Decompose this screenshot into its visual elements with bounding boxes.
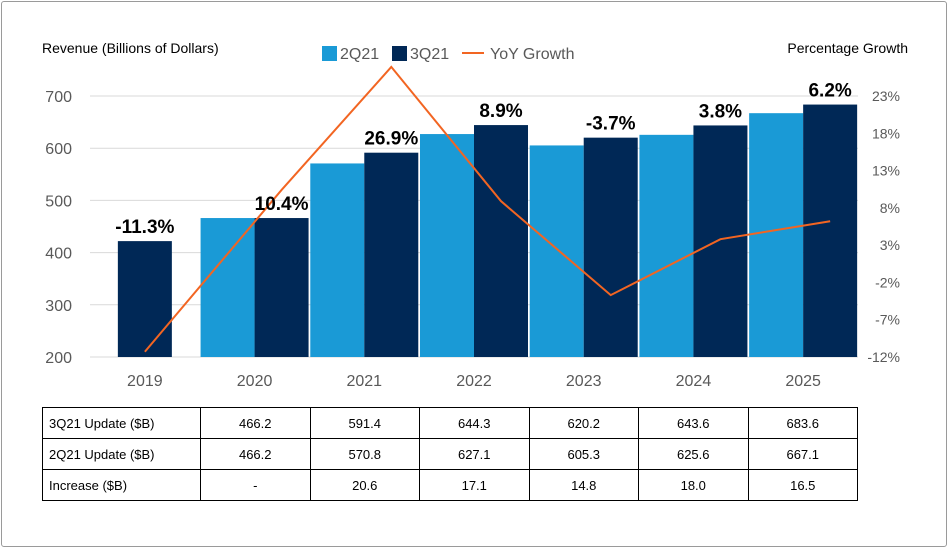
right-tick-label: -2% xyxy=(875,274,900,290)
bar-2q21-2023 xyxy=(529,145,584,357)
growth-data-label: -11.3% xyxy=(115,217,174,238)
growth-data-label: 8.9% xyxy=(479,101,522,122)
table-cell: 466.2 xyxy=(200,438,311,470)
table-cell: 18.0 xyxy=(638,469,749,501)
table-cell: 605.3 xyxy=(528,438,639,470)
table-cell: 570.8 xyxy=(309,438,420,470)
growth-data-label: 6.2% xyxy=(808,81,851,102)
bar-2q21-2024 xyxy=(639,134,694,357)
legend-swatch-2q21 xyxy=(322,46,337,61)
table-row-label: 3Q21 Update ($B) xyxy=(42,407,201,439)
bars xyxy=(117,104,858,358)
left-tick-label: 400 xyxy=(45,246,72,263)
growth-line-group xyxy=(144,65,831,353)
table-row: 3Q21 Update ($B) 466.2 591.4 644.3 620.2 643.… xyxy=(42,407,858,439)
bar-3q21-2020 xyxy=(254,218,309,357)
table-row: 2Q21 Update ($B) 466.2 570.8 627.1 605.3 625.… xyxy=(42,438,858,470)
table-row-label: 2Q21 Update ($B) xyxy=(42,438,201,470)
left-tick-label: 300 xyxy=(45,298,72,315)
left-tick-label: 200 xyxy=(45,350,72,367)
bar-3q21-2022 xyxy=(474,125,528,357)
table-cell: 16.5 xyxy=(747,469,858,501)
right-tick-label: -7% xyxy=(875,312,900,328)
x-tick-label: 2019 xyxy=(127,373,163,390)
legend-label: YoY Growth xyxy=(490,46,575,63)
right-axis-title: Percentage Growth xyxy=(787,40,908,56)
table-cell: 667.1 xyxy=(747,438,858,470)
table-cell: 17.1 xyxy=(419,469,530,501)
combo-chart: Revenue (Billions of Dollars) Percentage… xyxy=(42,40,908,390)
table-cell: 627.1 xyxy=(419,438,530,470)
growth-data-label: 3.8% xyxy=(699,101,742,122)
legend: 2Q21 3Q21 YoY Growth xyxy=(322,46,575,63)
bar-3q21-2019 xyxy=(117,241,172,357)
bar-3q21-2025 xyxy=(803,104,858,358)
right-tick-label: -12% xyxy=(867,349,900,365)
growth-data-label: -3.7% xyxy=(586,114,636,135)
table-cell: 20.6 xyxy=(309,469,420,501)
x-tick-label: 2024 xyxy=(676,373,712,390)
legend-swatch-3q21 xyxy=(392,46,407,61)
right-tick-label: 13% xyxy=(872,163,900,179)
x-tick-label: 2021 xyxy=(346,373,382,390)
x-axis-ticks: 2019 2020 2021 2022 2023 2024 2025 xyxy=(127,373,821,390)
left-tick-label: 600 xyxy=(45,141,72,158)
growth-data-label: 10.4% xyxy=(255,194,309,215)
table-cell: 591.4 xyxy=(309,407,420,439)
yoy-growth-line xyxy=(144,65,831,353)
table-cell: 14.8 xyxy=(528,469,639,501)
data-table: 3Q21 Update ($B) 466.2 591.4 644.3 620.2 643.… xyxy=(42,407,858,501)
x-tick-label: 2023 xyxy=(566,373,602,390)
bar-3q21-2023 xyxy=(583,137,638,357)
data-labels: -11.3% 10.4% 26.9% 8.9% -3.7% 3.8% 6.2% xyxy=(115,81,852,239)
left-axis-title: Revenue (Billions of Dollars) xyxy=(42,40,219,56)
table-cell: 683.6 xyxy=(747,407,858,439)
table-cell: 625.6 xyxy=(638,438,749,470)
table-cell: 644.3 xyxy=(419,407,530,439)
left-tick-label: 700 xyxy=(45,89,72,106)
x-tick-label: 2022 xyxy=(456,373,492,390)
right-tick-label: 23% xyxy=(872,88,900,104)
bar-2q21-2025 xyxy=(749,113,804,357)
legend-label: 2Q21 xyxy=(340,46,379,63)
table-cell: 620.2 xyxy=(528,407,639,439)
left-tick-label: 500 xyxy=(45,193,72,210)
left-axis-ticks: 200 300 400 500 600 700 xyxy=(45,89,72,367)
x-tick-label: 2025 xyxy=(785,373,821,390)
right-tick-label: 8% xyxy=(880,200,900,216)
right-tick-label: 18% xyxy=(872,125,900,141)
bar-3q21-2021 xyxy=(364,152,419,357)
table-cell: - xyxy=(200,469,311,501)
right-tick-label: 3% xyxy=(880,237,900,253)
table-row: Increase ($B) -20.6 17.1 14.8 18.0 16.5 xyxy=(42,469,858,501)
bar-2q21-2021 xyxy=(310,163,365,357)
bar-3q21-2024 xyxy=(693,125,748,358)
table-cell: 643.6 xyxy=(638,407,749,439)
bar-2q21-2022 xyxy=(420,134,474,357)
right-axis-ticks: -12% -7% -2% 3% 8% 13% 18% 23% xyxy=(867,88,900,365)
x-tick-label: 2020 xyxy=(237,373,273,390)
bar-2q21-2020 xyxy=(200,218,255,357)
table-cell: 466.2 xyxy=(200,407,311,439)
legend-label: 3Q21 xyxy=(410,46,449,63)
table-row-label: Increase ($B) xyxy=(42,469,201,501)
growth-data-label: 26.9% xyxy=(364,129,418,150)
